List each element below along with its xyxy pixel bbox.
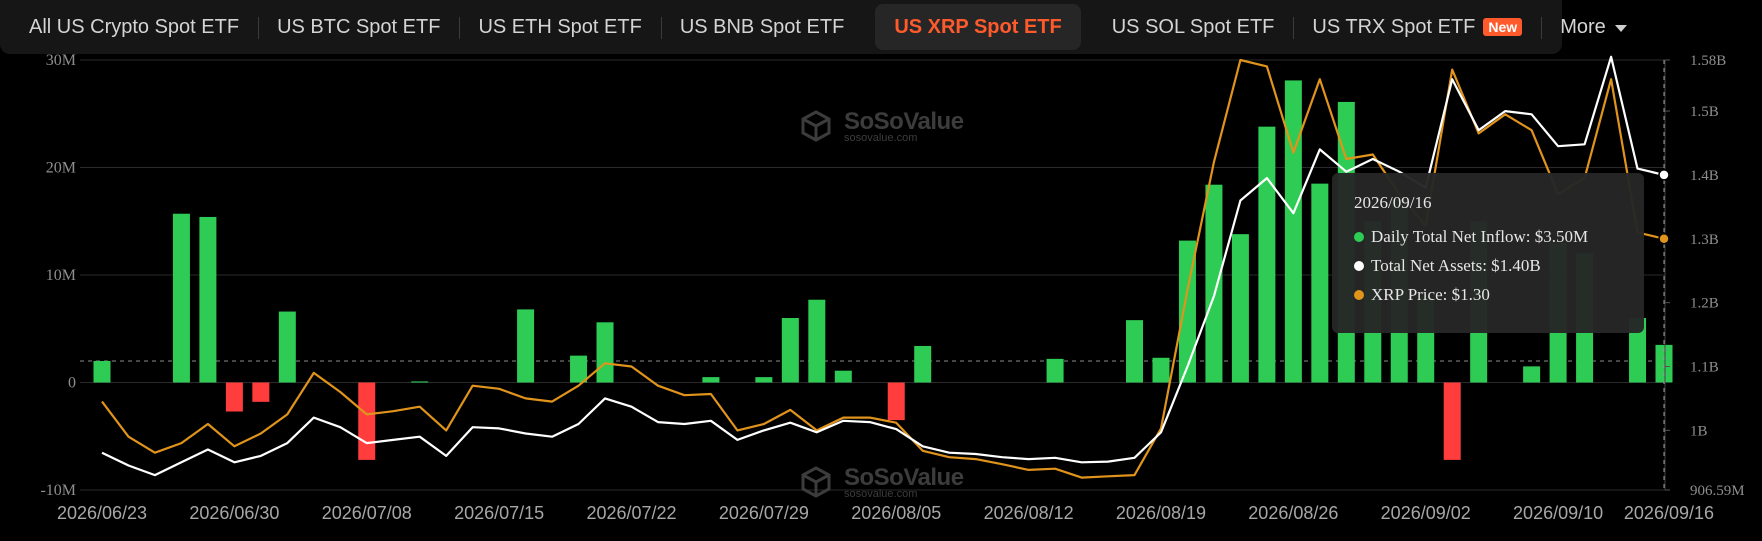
tab-label: US BNB Spot ETF [679, 15, 845, 38]
right-axis-tick-label: 1.2B [1690, 296, 1719, 312]
inflow-bar [570, 355, 588, 383]
inflow-bar [596, 322, 614, 383]
inflow-bar [517, 309, 535, 383]
x-axis-tick-label: 2026/07/29 [719, 503, 809, 523]
chevron-down-icon [1614, 24, 1627, 32]
new-badge: New [1483, 18, 1523, 36]
cursor-point-net-assets [1658, 169, 1670, 181]
tab-all-us-crypto-spot-etf[interactable]: All US Crypto Spot ETF [10, 4, 258, 50]
x-axis-tick-label: 2026/09/16 [1624, 503, 1714, 523]
right-axis-tick-label: 906.59M [1690, 483, 1745, 499]
inflow-bar [1126, 320, 1144, 383]
left-axis-tick-label: 30M [46, 52, 76, 69]
sosovalue-logo-icon [801, 110, 831, 142]
tab-us-sol-spot-etf[interactable]: US SOL Spot ETF [1093, 4, 1294, 50]
watermark-url: sosovalue.com [844, 132, 918, 144]
inflow-bar [1205, 184, 1223, 383]
tab-us-eth-spot-etf[interactable]: US ETH Spot ETF [459, 4, 660, 50]
more-dropdown[interactable]: More [1541, 4, 1646, 50]
x-axis-tick-label: 2026/06/23 [57, 503, 147, 523]
right-axis-tick-label: 1.3B [1690, 232, 1719, 248]
tab-us-xrp-spot-etf[interactable]: US XRP Spot ETF [875, 4, 1081, 50]
tab-us-bnb-spot-etf[interactable]: US BNB Spot ETF [660, 4, 864, 50]
x-axis-tick-label: 2026/08/05 [851, 503, 941, 523]
more-label: More [1560, 15, 1606, 38]
x-axis-tick-label: 2026/07/08 [322, 503, 412, 523]
inflow-bar [199, 216, 217, 383]
inflow-bar [278, 311, 296, 383]
watermark-url: sosovalue.com [844, 488, 918, 500]
x-axis-tick-label: 2026/06/30 [189, 503, 279, 523]
etf-tab-bar: All US Crypto Spot ETF US BTC Spot ETF U… [0, 0, 1627, 54]
inflow-bar [1231, 234, 1249, 383]
inflow-bar [914, 345, 932, 383]
inflow-bar [887, 382, 905, 421]
right-axis-tick-label: 1.1B [1690, 359, 1719, 375]
tooltip-row-inflow: Daily Total Net Inflow: $3.50M [1354, 222, 1644, 251]
sosovalue-logo-icon [801, 466, 831, 498]
watermark-name: SoSoValue [844, 464, 964, 491]
tab-label: US XRP Spot ETF [894, 15, 1062, 38]
x-axis-tick-label: 2026/09/02 [1381, 503, 1471, 523]
tooltip-inflow-text: Daily Total Net Inflow: $3.50M [1371, 226, 1589, 246]
legend-dot-price [1354, 289, 1364, 300]
inflow-bar [1178, 240, 1196, 383]
left-axis-tick-label: 0 [68, 375, 76, 392]
inflow-bar [1152, 357, 1170, 383]
left-axis-tick-label: 10M [46, 267, 76, 284]
chart-tooltip: 2026/09/16 Daily Total Net Inflow: $3.50… [1332, 173, 1644, 333]
inflow-bar [1629, 318, 1647, 383]
inflow-bar [411, 381, 429, 383]
legend-dot-inflow [1354, 231, 1364, 242]
tab-label: US ETH Spot ETF [478, 15, 642, 38]
legend-dot-net-assets [1354, 260, 1364, 271]
inflow-bar [358, 382, 376, 460]
right-axis-tick-label: 1.4B [1690, 168, 1719, 184]
hover-cursor [1658, 60, 1670, 490]
tooltip-date: 2026/09/16 [1354, 193, 1432, 212]
inflow-bar [808, 299, 826, 383]
watermark-name: SoSoValue [844, 108, 964, 135]
x-axis-tick-label: 2026/09/10 [1513, 503, 1603, 523]
right-axis-tick-label: 1.58B [1690, 53, 1726, 69]
inflow-bar [834, 370, 852, 383]
x-axis-tick-label: 2026/08/26 [1248, 503, 1338, 523]
inflow-bar [172, 213, 190, 383]
inflow-bar [1046, 358, 1064, 383]
inflow-bar [781, 318, 799, 383]
tab-us-btc-spot-etf[interactable]: US BTC Spot ETF [258, 4, 459, 50]
x-axis-tick-label: 2026/08/12 [984, 503, 1074, 523]
inflow-bar [252, 382, 270, 402]
tooltip-net-assets-text: Total Net Assets: $1.40B [1371, 255, 1541, 275]
tab-label: US TRX Spot ETF [1312, 15, 1476, 38]
x-axis-tick-label: 2026/08/19 [1116, 503, 1206, 523]
watermark-top: SoSoValue sosovalue.com [800, 108, 964, 144]
inflow-bar [1443, 382, 1461, 460]
tab-label: US SOL Spot ETF [1111, 15, 1275, 38]
x-axis-tick-label: 2026/07/15 [454, 503, 544, 523]
tooltip-row-net-assets: Total Net Assets: $1.40B [1354, 251, 1644, 280]
tab-label: US BTC Spot ETF [277, 15, 441, 38]
inflow-bar [702, 377, 720, 383]
left-axis-tick-label: 20M [46, 160, 76, 177]
watermark-bottom: SoSoValue sosovalue.com [800, 464, 964, 500]
tab-us-trx-spot-etf[interactable]: US TRX Spot ETF New [1293, 4, 1541, 50]
tooltip-row-price: XRP Price: $1.30 [1354, 280, 1644, 309]
inflow-bar [1311, 183, 1329, 383]
inflow-bar [1258, 126, 1276, 383]
inflow-bar [1284, 80, 1302, 383]
tooltip-price-text: XRP Price: $1.30 [1371, 284, 1490, 304]
tab-label: All US Crypto Spot ETF [29, 15, 240, 38]
x-axis-tick-label: 2026/07/22 [586, 503, 676, 523]
inflow-bar [93, 361, 111, 383]
right-axis-tick-label: 1B [1690, 423, 1708, 439]
inflow-bar [225, 382, 243, 412]
left-axis-tick-label: -10M [40, 482, 76, 499]
axes: 30M 20M 10M 0 -10M 1.58B 1.5B 1.4B 1.3B 1.2B 1.1B 1… [40, 52, 1744, 523]
inflow-bar [1523, 366, 1541, 383]
right-axis-tick-label: 1.5B [1690, 104, 1719, 120]
inflow-bar [1655, 344, 1673, 383]
cursor-point-price [1658, 233, 1670, 245]
inflow-bar [755, 377, 773, 383]
